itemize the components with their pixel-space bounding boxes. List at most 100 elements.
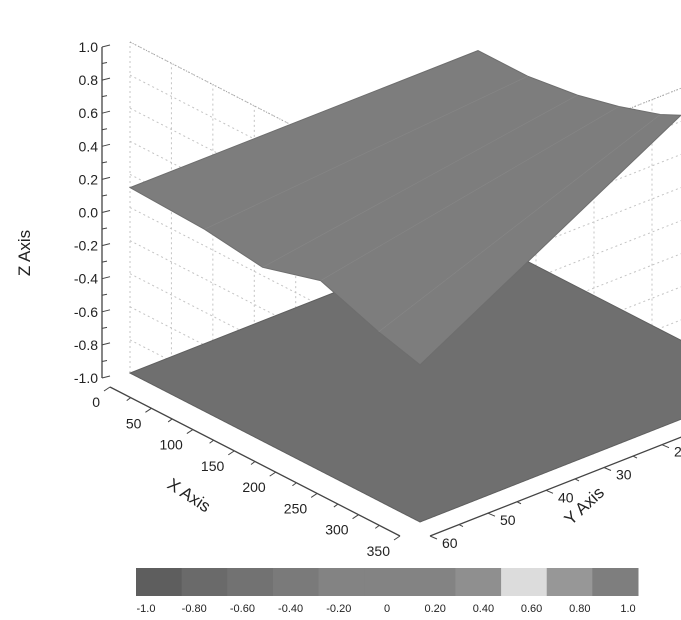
z-tick-mark (101, 143, 111, 147)
surface-mesh-line (262, 94, 578, 268)
surface-mesh-line (378, 114, 661, 333)
colorbar-tick-label: -0.60 (230, 603, 255, 615)
colorbar-tick-label: 0.60 (521, 603, 542, 615)
colorbar-tick-label: 0.80 (569, 603, 590, 615)
chart-tick-labels: 1.0 0.8 0.6 0.4 0.2 0.0 -0.2 -0.4 -0.6 -0.8 -1.0 0 5… (74, 39, 681, 559)
z-tick-mark (101, 243, 111, 247)
colorbar-segment (592, 568, 639, 596)
x-tick-label: 0 (92, 394, 100, 410)
z-tick-label: 0.2 (79, 171, 99, 187)
x-minor-tick (250, 461, 256, 465)
y-minor-tick (458, 524, 464, 528)
z-tick-mark (101, 110, 111, 114)
z-tick-label: 0.8 (79, 72, 99, 88)
z-tick-label: 0.6 (79, 105, 99, 121)
x-minor-tick (167, 418, 173, 423)
y-tick-mark (487, 512, 496, 517)
y-minor-tick (516, 501, 522, 505)
colorbar-segment (272, 568, 320, 596)
z-minor-tick (101, 128, 108, 131)
x-tick-label: 200 (242, 479, 266, 495)
colorbar-tick-label: 0.40 (473, 603, 494, 615)
z-tick-label: -1.0 (74, 370, 98, 386)
z-tick-mark (101, 44, 111, 48)
y-minor-tick (574, 478, 580, 482)
y-tick-label: 40 (558, 489, 574, 505)
z-axis-title: Z Axis (15, 230, 34, 276)
z-tick-mark (101, 375, 111, 379)
y-tick-label: 60 (442, 535, 458, 551)
colorbar-segment (318, 568, 365, 596)
chart-surface (128, 50, 681, 366)
x-minor-tick (333, 503, 339, 508)
surface-mesh-line (320, 106, 620, 281)
z-minor-tick (101, 359, 108, 362)
x-tick-label: 300 (325, 522, 349, 538)
colorbar-tick-label: -1.0 (137, 603, 156, 615)
x-tick-mark (393, 535, 401, 541)
z-minor-tick (101, 62, 108, 65)
x-tick-mark (186, 429, 194, 434)
z-tick-label: -0.8 (74, 337, 98, 353)
colorbar-tick-label: -0.80 (182, 603, 207, 615)
x-tick-label: 350 (367, 543, 391, 559)
y-tick-label: 20 (674, 444, 681, 460)
colorbar-segment (409, 568, 456, 596)
x-tick-mark (228, 450, 235, 456)
colorbar-segment (227, 568, 274, 596)
z-tick-mark (101, 342, 111, 346)
colorbar-tick-label: 0.20 (424, 603, 445, 615)
z-tick-mark (101, 176, 111, 180)
chart-axes (101, 44, 681, 541)
colorbar-segment (546, 568, 593, 596)
box-edge (129, 41, 421, 192)
z-tick-mark (101, 276, 111, 280)
colorbar-tick-label: -0.40 (278, 603, 303, 615)
y-tick-label: 50 (500, 512, 516, 528)
x-minor-tick (126, 397, 132, 402)
z-tick-mark (101, 210, 111, 213)
grid-line (419, 220, 681, 324)
x-tick-label: 150 (201, 458, 225, 474)
x-minor-tick (209, 439, 214, 444)
surface-mesh-line (204, 75, 528, 230)
y-tick-mark (545, 489, 554, 494)
z-tick-label: 1.0 (79, 39, 99, 55)
x-tick-label: 50 (126, 415, 142, 431)
z-tick-label: 0.0 (79, 205, 99, 221)
colorbar: -1.0 -0.80 -0.60 -0.40 -0.20 0 0.20 0.40 0.60 0.8… (136, 568, 639, 615)
colorbar-tick-label: -0.20 (326, 603, 351, 615)
x-tick-label: 250 (284, 500, 308, 516)
colorbar-segment (136, 568, 183, 596)
z-tick-mark (101, 77, 111, 81)
z-tick-label: -0.2 (74, 238, 98, 254)
z-minor-tick (101, 95, 108, 98)
y-tick-label: 30 (616, 467, 632, 483)
colorbar-segment (181, 568, 228, 596)
z-tick-mark (101, 309, 111, 313)
y-tick-mark (661, 444, 670, 449)
z-minor-tick (101, 260, 108, 263)
x-minor-tick (374, 524, 380, 529)
y-tick-mark (429, 535, 438, 540)
z-minor-tick (101, 194, 108, 197)
x-axis-title: X Axis (164, 475, 214, 517)
z-minor-tick (101, 293, 108, 296)
z-minor-tick (101, 161, 108, 164)
y-minor-tick (632, 455, 638, 459)
x-tick-mark (103, 386, 111, 392)
x-tick-mark (310, 493, 318, 498)
colorbar-tick-label: 1.0 (620, 603, 635, 615)
x-tick-mark (352, 514, 359, 520)
x-tick-mark (145, 407, 152, 413)
x-minor-tick (292, 482, 297, 487)
x-tick-label: 100 (159, 437, 183, 453)
z-tick-label: 0.4 (79, 138, 99, 154)
z-tick-label: -0.6 (74, 304, 98, 320)
colorbar-segment (501, 568, 548, 596)
y-tick-mark (603, 467, 612, 471)
colorbar-tick-label: 0 (384, 603, 390, 615)
z-minor-tick (101, 227, 108, 230)
colorbar-segment (364, 568, 411, 596)
